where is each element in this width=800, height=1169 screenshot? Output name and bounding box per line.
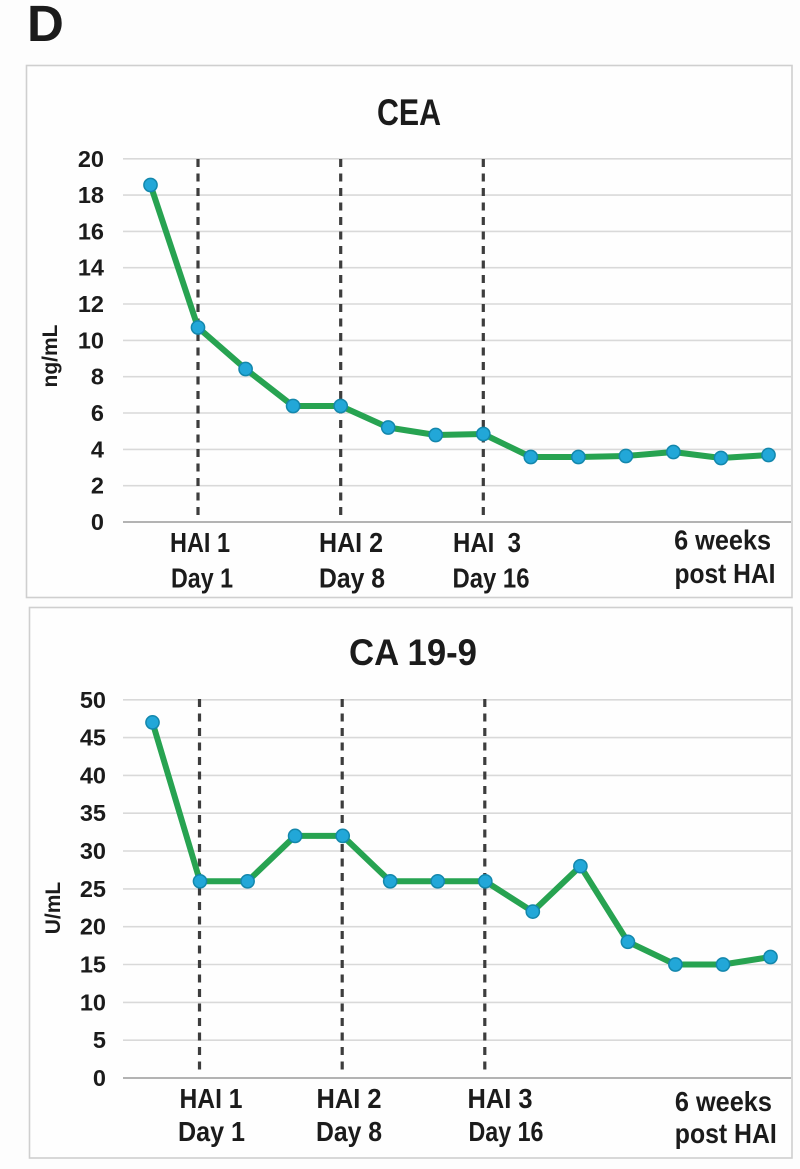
svg-text:Day 1: Day 1: [171, 563, 233, 594]
svg-text:5: 5: [93, 1027, 106, 1053]
svg-text:10: 10: [80, 989, 106, 1015]
svg-text:U/mL: U/mL: [42, 882, 65, 935]
svg-text:HAI 3: HAI 3: [468, 1083, 533, 1114]
svg-text:HAI 2: HAI 2: [317, 1083, 382, 1114]
svg-text:0: 0: [91, 509, 104, 535]
svg-text:10: 10: [78, 327, 104, 353]
svg-text:6 weeks: 6 weeks: [675, 1086, 772, 1117]
svg-text:CA 19-9: CA 19-9: [349, 632, 477, 673]
svg-text:Day 8: Day 8: [319, 563, 385, 594]
svg-text:2: 2: [91, 473, 104, 499]
svg-text:CEA: CEA: [377, 92, 441, 133]
svg-text:45: 45: [80, 725, 106, 751]
svg-text:30: 30: [80, 838, 106, 864]
svg-text:Day 16: Day 16: [453, 563, 530, 594]
svg-text:25: 25: [80, 876, 106, 902]
svg-text:16: 16: [78, 218, 104, 244]
svg-text:HAI 1: HAI 1: [170, 527, 230, 558]
svg-text:6 weeks: 6 weeks: [674, 525, 771, 556]
svg-text:12: 12: [78, 291, 104, 317]
svg-text:D: D: [27, 0, 64, 52]
svg-text:40: 40: [80, 762, 106, 788]
svg-text:15: 15: [80, 952, 106, 978]
svg-text:8: 8: [91, 364, 104, 390]
svg-text:20: 20: [78, 146, 104, 172]
svg-text:35: 35: [80, 800, 106, 826]
svg-text:HAI 2: HAI 2: [319, 527, 383, 558]
svg-text:post HAI: post HAI: [675, 558, 776, 589]
svg-text:HAI 1: HAI 1: [180, 1083, 243, 1114]
svg-text:6: 6: [91, 400, 104, 426]
svg-text:Day 8: Day 8: [316, 1116, 382, 1147]
svg-text:4: 4: [91, 436, 104, 462]
svg-text:18: 18: [78, 182, 104, 208]
svg-text:post HAI: post HAI: [675, 1118, 777, 1149]
svg-text:ng/mL: ng/mL: [39, 324, 62, 387]
svg-text:20: 20: [80, 914, 106, 940]
svg-text:HAI 3: HAI 3: [453, 527, 521, 558]
svg-text:Day 16: Day 16: [469, 1116, 544, 1147]
svg-text:0: 0: [93, 1065, 106, 1091]
svg-text:Day 1: Day 1: [178, 1116, 245, 1147]
svg-text:14: 14: [78, 255, 104, 281]
svg-text:50: 50: [80, 687, 106, 713]
